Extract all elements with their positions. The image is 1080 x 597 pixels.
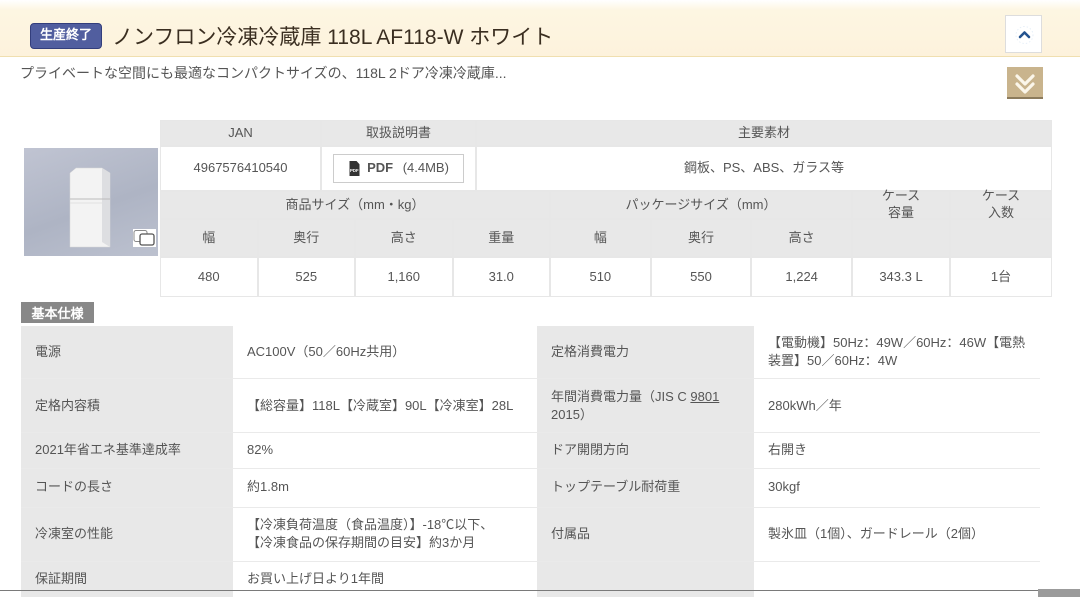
svg-text:PDF: PDF [350,168,359,173]
